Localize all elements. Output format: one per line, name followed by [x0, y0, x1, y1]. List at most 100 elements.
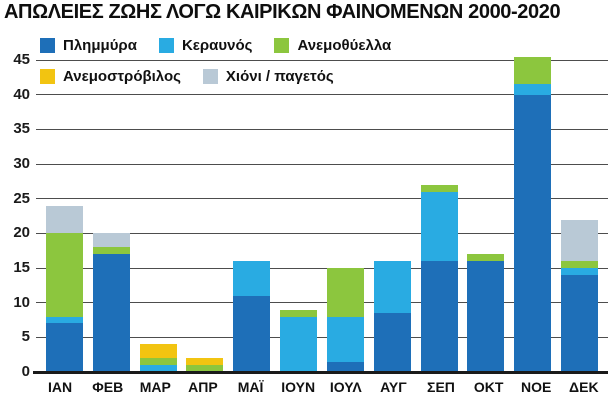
bar-segment: [420, 261, 458, 372]
legend-row-1: Πλημμύρα Κεραυνός Ανεμοθύελλα: [40, 37, 391, 54]
bar-segment: [186, 365, 224, 372]
bar-segment: [373, 261, 411, 314]
gridline: [36, 336, 608, 338]
bar-segment: [139, 344, 177, 359]
bar-segment: [467, 254, 505, 262]
legend-label: Κεραυνός: [181, 37, 253, 54]
bar-segment: [45, 316, 83, 324]
x-tick-label: ΑΥΓ: [380, 379, 407, 395]
bar-segment: [467, 261, 505, 372]
bar-segment: [420, 191, 458, 262]
legend-label: Ανεμοθύελλα: [297, 37, 392, 54]
bar-segment: [186, 358, 224, 366]
bar-segment: [326, 361, 364, 372]
y-axis-labels: 0 5 10 15 20 25 30 35 40 45: [0, 51, 30, 380]
gridline: [36, 302, 608, 304]
legend-label: Ανεμοστρόβιλος: [63, 68, 181, 85]
bar-segment: [561, 274, 599, 372]
bar-segment: [139, 365, 177, 372]
bar-segment: [326, 316, 364, 362]
x-tick-label: ΙΑΝ: [48, 379, 73, 395]
bar-ΙΟΥΝ: [280, 309, 318, 372]
bar-segment: [92, 247, 130, 255]
legend-item: Ανεμοθύελλα: [274, 37, 391, 54]
bar-segment: [92, 254, 130, 372]
bar-segment: [561, 268, 599, 275]
y-tick-label: 40: [13, 85, 30, 103]
legend-item: Κεραυνός: [158, 37, 253, 54]
bar-ΦΕΒ: [92, 233, 130, 372]
y-tick-label: 5: [21, 328, 30, 346]
bar-ΣΕΠ: [420, 184, 458, 372]
gridline: [36, 59, 608, 61]
legend-label: Πλημμύρα: [63, 37, 137, 54]
gridline: [36, 267, 608, 269]
gridline: [36, 128, 608, 130]
legend-swatch: [158, 38, 174, 53]
bar-segment: [514, 84, 552, 95]
gridline: [36, 94, 608, 96]
bar-segment: [233, 261, 271, 296]
x-tick-label: ΙΟΥΛ: [329, 379, 362, 395]
legend-swatch: [40, 69, 55, 84]
bar-segment: [561, 219, 599, 262]
chart-title: ΑΠΩΛΕΙΕΣ ΖΩΗΣ ΛΟΓΩ ΚΑΙΡΙΚΩΝ ΦΑΙΝΟΜΕΝΩΝ 2…: [4, 1, 561, 23]
gridline: [36, 232, 608, 234]
legend-item: Πλημμύρα: [40, 37, 137, 54]
bar-segment: [45, 233, 83, 317]
bar-segment: [92, 233, 130, 248]
bar-ΔΕΚ: [561, 219, 599, 372]
bar-segment: [514, 94, 552, 372]
bar-segment: [233, 295, 271, 372]
bar-ΜΑΡ: [139, 344, 177, 372]
x-tick-label: ΦΕΒ: [92, 379, 124, 395]
x-axis-line: [33, 371, 608, 374]
bar-ΑΥΓ: [373, 261, 411, 372]
legend-label: Χιόνι / παγετός: [225, 68, 334, 85]
y-tick-label: 20: [13, 224, 30, 242]
legend-swatch: [202, 69, 218, 84]
x-axis-labels: ΙΑΝ ΦΕΒ ΜΑΡ ΑΠΡ ΜΑΪ ΙΟΥΝ ΙΟΥΛ ΑΥΓ ΣΕΠ ΟΚΤ ΝΟΕ ΔΕΚ: [36, 379, 608, 395]
y-tick-label: 35: [13, 120, 30, 138]
bar-ΜΑΪ: [233, 261, 271, 372]
bar-ΙΟΥΛ: [326, 268, 364, 372]
y-tick-label: 25: [13, 189, 30, 207]
x-tick-label: ΜΑΪ: [237, 379, 264, 395]
gridline: [36, 198, 608, 200]
bar-ΝΟΕ: [514, 56, 552, 372]
legend-row-2: Ανεμοστρόβιλος Χιόνι / παγετός: [40, 68, 334, 85]
bar-segment: [280, 316, 318, 372]
bar-segment: [45, 323, 83, 372]
y-tick-label: 30: [13, 155, 30, 172]
y-tick-label: 10: [13, 293, 30, 311]
legend-item: Χιόνι / παγετός: [202, 68, 334, 85]
y-tick-label: 45: [13, 51, 30, 68]
bars-container: [36, 56, 608, 372]
legend-swatch: [40, 38, 55, 53]
x-tick-label: ΣΕΠ: [427, 379, 455, 395]
bar-segment: [373, 313, 411, 372]
bar-ΙΑΝ: [45, 205, 83, 372]
x-tick-label: ΟΚΤ: [473, 379, 504, 395]
x-tick-label: ΝΟΕ: [521, 379, 552, 395]
bar-segment: [326, 268, 364, 317]
bar-segment: [280, 309, 318, 317]
x-tick-label: ΙΟΥΝ: [281, 379, 316, 395]
x-tick-label: ΔΕΚ: [569, 379, 599, 395]
bar-ΟΚΤ: [467, 254, 505, 372]
bar-segment: [139, 358, 177, 366]
y-tick-label: 0: [21, 363, 30, 380]
bar-ΑΠΡ: [186, 358, 224, 372]
legend-swatch: [274, 38, 290, 53]
y-tick-label: 15: [13, 259, 30, 276]
bar-segment: [514, 56, 552, 85]
bar-segment: [561, 261, 599, 269]
x-tick-label: ΑΠΡ: [188, 379, 218, 395]
gridline: [36, 163, 608, 165]
bar-segment: [420, 184, 458, 192]
bar-segment: [45, 205, 83, 234]
x-tick-label: ΜΑΡ: [139, 379, 171, 395]
plot-area: [36, 56, 608, 372]
legend-item: Ανεμοστρόβιλος: [40, 68, 181, 85]
